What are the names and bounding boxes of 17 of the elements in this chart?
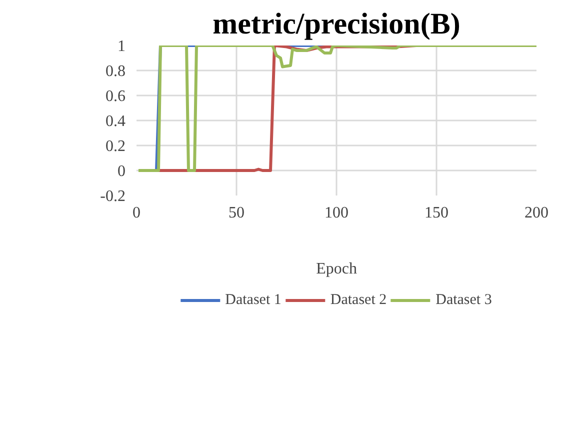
y-tick-label: 0.8 (106, 63, 126, 80)
legend-label: Dataset 3 (436, 292, 492, 308)
legend-label: Dataset 1 (225, 292, 282, 308)
chart-title: metric/precision(B) (212, 8, 460, 40)
x-tick-label: 100 (324, 204, 348, 222)
y-tick-label: 0 (118, 163, 126, 180)
x-tick-label: 150 (424, 204, 448, 222)
legend-label: Dataset 2 (330, 292, 387, 308)
y-tick-label: 1 (118, 38, 126, 55)
x-tick-label: 0 (132, 204, 140, 222)
x-axis-title: Epoch (316, 260, 357, 278)
x-tick-label: 200 (524, 204, 548, 222)
x-tick-label: 50 (228, 204, 244, 222)
y-tick-label: 0.2 (106, 138, 126, 155)
y-tick-label: -0.2 (100, 188, 126, 205)
y-tick-label: 0.6 (106, 88, 126, 105)
y-tick-label: 0.4 (106, 113, 126, 130)
